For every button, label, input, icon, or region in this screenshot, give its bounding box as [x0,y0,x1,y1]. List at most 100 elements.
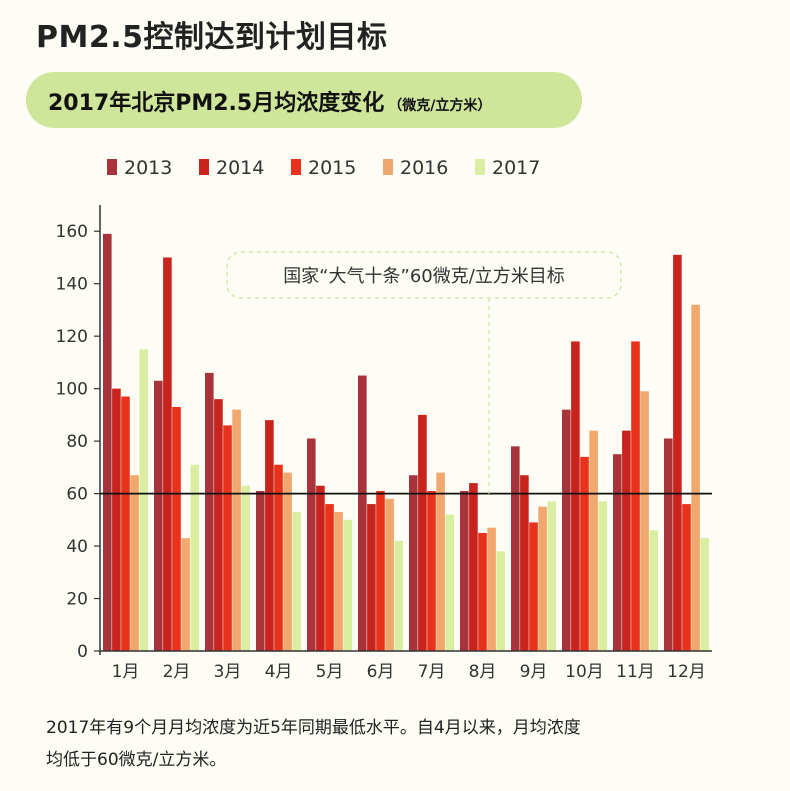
bar-2017-4 [292,511,301,651]
x-tick-label: 4月 [265,662,293,682]
bar-2014-11 [622,430,631,651]
legend-swatch-2013 [107,159,117,175]
bar-2013-5 [307,438,316,651]
bar-2015-5 [325,504,334,651]
bar-2016-5 [334,511,343,651]
bar-2017-10 [598,501,607,651]
legend-swatch-2015 [291,159,301,175]
bar-2014-4 [265,420,274,651]
bar-2016-3 [232,409,241,651]
bar-2017-2 [190,464,199,651]
legend-label-2017: 2017 [492,157,540,179]
bar-2013-9 [511,446,520,651]
legend-swatch-2017 [475,159,485,175]
legend-label-2016: 2016 [400,157,448,179]
legend-swatch-2014 [199,159,209,175]
legend-label-2015: 2015 [308,157,356,179]
y-tick-label: 100 [56,380,88,400]
bar-chart: 2013 2014 2015 2016 2017 1月 2月 3月 4月 5月 6月 7月 8月 9月 10… [56,157,712,682]
bar-2015-12 [682,504,691,651]
bar-2014-8 [469,483,478,651]
bar-2014-9 [520,475,529,651]
bar-2015-3 [223,425,232,651]
bar-2015-10 [580,456,589,651]
x-tick-label: 12月 [667,662,706,682]
bar-2016-11 [640,391,649,651]
y-tick-label: 60 [66,485,88,505]
y-tick-label: 80 [66,432,88,452]
y-tick-label: 120 [56,327,88,347]
page-title: PM2.5控制达到计划目标 [36,20,388,55]
x-tick-label: 3月 [214,662,242,682]
bar-2013-1 [103,233,112,651]
bar-2014-6 [367,504,376,651]
x-tick-label: 9月 [520,662,548,682]
bar-2017-11 [649,530,658,651]
bar-2015-11 [631,341,640,651]
bar-2017-8 [496,551,505,651]
chart-subtitle: 2017年北京PM2.5月均浓度变化 （微克/立方米） [48,85,491,117]
bar-2015-6 [376,490,385,651]
bar-2013-12 [664,438,673,651]
bar-2015-2 [172,407,181,651]
legend-label-2014: 2014 [216,157,264,179]
bar-2016-2 [181,538,190,651]
y-tick-label: 40 [66,537,88,557]
y-tick-label: 140 [56,275,88,295]
bar-2015-7 [427,490,436,651]
bar-2016-8 [487,527,496,651]
bar-2016-10 [589,430,598,651]
bar-2014-2 [163,257,172,651]
legend-label-2013: 2013 [124,157,172,179]
bar-2017-6 [394,540,403,651]
bar-2014-1 [112,388,121,651]
bar-2017-12 [700,538,709,651]
bar-2016-7 [436,472,445,651]
bar-2013-10 [562,409,571,651]
x-tick-label: 11月 [616,662,655,682]
x-tick-label: 1月 [112,662,140,682]
x-tick-label: 7月 [418,662,446,682]
footnote-line-1: 2017年有9个月月均浓度为近5年同期最低水平。自4月以来，月均浓度 [46,718,581,738]
x-tick-label: 5月 [316,662,344,682]
bar-2013-8 [460,490,469,651]
bar-2017-1 [139,349,148,651]
bar-2014-10 [571,341,580,651]
bar-2013-7 [409,475,418,651]
bar-2015-8 [478,532,487,651]
bar-2015-9 [529,522,538,651]
bar-2013-11 [613,454,622,651]
chart-unit: （微克/立方米） [388,98,492,114]
bar-2014-12 [673,254,682,652]
bar-2015-1 [121,396,130,651]
legend-swatch-2016 [383,159,393,175]
bar-2014-7 [418,414,427,651]
bar-2016-1 [130,475,139,651]
x-tick-label: 2月 [163,662,191,682]
bar-2013-4 [256,490,265,651]
bar-2016-9 [538,506,547,651]
y-tick-label: 0 [77,642,88,662]
bar-2016-6 [385,498,394,651]
footnote: 2017年有9个月月均浓度为近5年同期最低水平。自4月以来，月均浓度 均低于60… [46,712,766,776]
bar-2016-4 [283,472,292,651]
bar-2017-9 [547,501,556,651]
x-tick-label: 10月 [565,662,604,682]
bar-2017-3 [241,485,250,651]
bar-2017-7 [445,514,454,651]
x-tick-label: 8月 [469,662,497,682]
bar-2014-3 [214,399,223,651]
bar-2015-4 [274,464,283,651]
bar-2016-12 [691,304,700,651]
reference-line-label: 国家“大气十条”60微克/立方米目标 [283,266,565,287]
y-tick-label: 20 [66,590,88,610]
callout-box [226,251,622,299]
x-tick-label: 6月 [367,662,395,682]
footnote-line-2: 均低于60微克/立方米。 [46,750,227,770]
bar-2013-6 [358,375,367,651]
subtitle-band [26,72,582,128]
chart-subtitle-text: 2017年北京PM2.5月均浓度变化 [48,91,385,116]
y-tick-label: 160 [56,222,88,242]
bar-2013-2 [154,380,163,651]
bar-2017-5 [343,519,352,651]
